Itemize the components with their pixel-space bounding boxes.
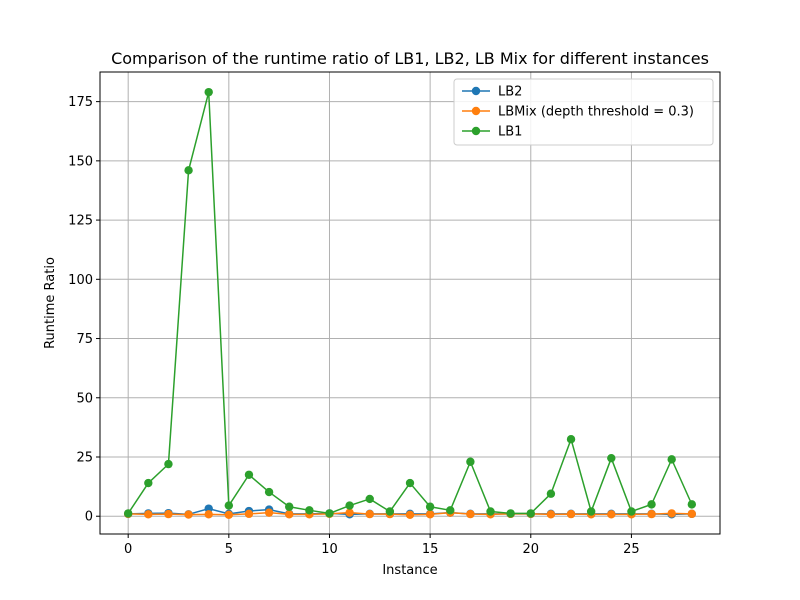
data-point (405, 510, 415, 520)
data-point (144, 510, 153, 519)
data-point (405, 478, 415, 488)
data-point (627, 507, 636, 516)
data-point (144, 478, 153, 488)
legend-label: LB1 (498, 125, 522, 140)
data-point (164, 459, 173, 469)
data-point (264, 508, 274, 517)
legend-marker (471, 126, 481, 136)
data-point (264, 487, 274, 497)
y-tick-label: 100 (68, 273, 93, 288)
legend-label: LBMix (depth threshold = 0.3) (498, 105, 694, 120)
data-point (224, 501, 234, 510)
legend: LB2 LBMix (depth threshold = 0.3) LB1 (453, 78, 714, 146)
y-tick-label: 50 (76, 391, 93, 406)
y-tick-label: 25 (76, 451, 93, 466)
data-point (526, 509, 535, 518)
data-point (486, 507, 495, 516)
data-point (345, 501, 354, 510)
data-point (305, 506, 314, 515)
series-3 (123, 87, 697, 518)
data-point (647, 500, 656, 509)
x-tick-label: 20 (523, 542, 540, 557)
y-tick-label: 175 (68, 95, 93, 110)
data-point (204, 510, 213, 519)
legend-item: LBMix (depth threshold = 0.3) (462, 105, 694, 120)
legend-item: LB2 (462, 85, 522, 100)
y-tick-label: 150 (68, 154, 93, 169)
data-point (385, 507, 395, 516)
legend-marker (471, 106, 481, 116)
data-point (566, 435, 576, 444)
data-point (466, 509, 475, 519)
data-point (325, 509, 334, 518)
data-point (244, 470, 254, 479)
data-point (365, 494, 374, 504)
axis-ticks: 0 5 10 15 20 25 0 25 50 75 100 125 150 175 (68, 95, 640, 557)
plot-frame (99, 71, 721, 535)
data-point (204, 87, 213, 97)
x-tick-label: 5 (225, 542, 233, 557)
data-point (546, 510, 556, 519)
y-tick-label: 0 (85, 510, 93, 525)
x-tick-label: 25 (623, 542, 640, 557)
legend-item: LB1 (462, 125, 522, 140)
data-point (667, 455, 676, 464)
x-tick-label: 10 (321, 542, 338, 557)
data-point (506, 509, 515, 518)
data-point (607, 453, 616, 463)
data-point (184, 510, 193, 519)
legend-marker (471, 86, 481, 96)
data-point (647, 509, 656, 519)
data-point (466, 457, 475, 466)
data-point (425, 510, 435, 519)
data-point (586, 507, 596, 516)
legend-box (453, 78, 714, 146)
y-tick-label: 125 (68, 214, 93, 229)
data-point (607, 510, 616, 519)
legend-label: LB2 (498, 85, 522, 100)
chart-title: Comparison of the runtime ratio of LB1, … (111, 49, 709, 68)
y-tick-label: 75 (76, 332, 93, 347)
grid (100, 72, 720, 534)
data-point (285, 502, 294, 511)
data-point (425, 502, 435, 511)
data-point (687, 500, 697, 509)
data-point (446, 506, 455, 515)
y-axis-label: Runtime Ratio (43, 257, 58, 349)
x-axis-label: Instance (382, 563, 437, 578)
data-point (546, 489, 556, 498)
data-point (365, 509, 374, 519)
data-point (687, 509, 697, 519)
x-tick-label: 0 (124, 542, 132, 557)
x-tick-label: 15 (422, 542, 439, 557)
data-point (667, 509, 676, 518)
data-point (164, 509, 173, 519)
data-point (285, 510, 294, 519)
data-point (244, 509, 254, 519)
data-point (566, 509, 576, 519)
data-point (224, 510, 234, 520)
data-point (123, 509, 133, 518)
series-lines (123, 87, 697, 520)
data-point (184, 166, 193, 175)
data-point (345, 508, 354, 517)
